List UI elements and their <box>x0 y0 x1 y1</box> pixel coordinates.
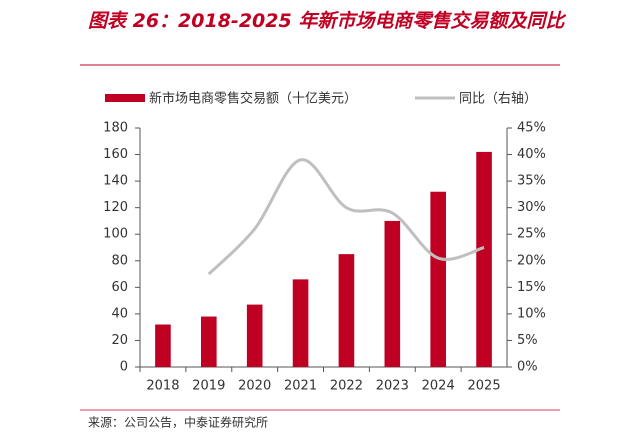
y2-tick-label: 40% <box>517 147 546 162</box>
line <box>207 158 485 276</box>
x-tick-label: 2024 <box>422 379 455 394</box>
x-tick-label: 2022 <box>330 379 363 394</box>
y2-tick-label: 30% <box>517 200 546 215</box>
x-tick-label: 2018 <box>146 379 179 394</box>
source: 来源：公司公告，中泰证券研究所 <box>88 415 268 430</box>
y-tick-label: 160 <box>103 147 128 162</box>
chart-title: 图表 26：2018-2025 年新市场电商零售交易额及同比 <box>88 10 565 32</box>
x-tick-label: 2021 <box>284 379 317 394</box>
x-tick-label: 2023 <box>376 379 409 394</box>
y-tick-label: 120 <box>103 200 128 215</box>
y2-tick-label: 10% <box>517 306 546 321</box>
y2-tick-label: 0% <box>517 360 538 375</box>
y2-tick-label: 25% <box>517 227 546 242</box>
y-tick-label: 40 <box>111 306 128 321</box>
bar <box>338 254 355 367</box>
y-tick-label: 0 <box>120 360 128 375</box>
bar <box>201 316 217 367</box>
bar <box>155 324 171 367</box>
bar <box>384 220 401 367</box>
legend-label: 新市场电商零售交易额（十亿美元） <box>149 91 357 107</box>
y-tick-label: 180 <box>103 121 128 136</box>
bar <box>430 191 446 367</box>
bar <box>476 151 492 367</box>
bar <box>292 279 309 367</box>
legend-swatch <box>105 94 145 102</box>
bar <box>246 304 263 367</box>
legend-label: 同比（右轴） <box>459 92 537 107</box>
y-tick-label: 140 <box>103 174 128 189</box>
y-tick-label: 20 <box>111 333 128 348</box>
y2-tick-label: 45% <box>517 121 546 136</box>
y2-tick-label: 5% <box>517 333 538 348</box>
y2-tick-label: 15% <box>517 280 546 295</box>
y2-tick-label: 20% <box>517 253 546 268</box>
x-tick-label: 2025 <box>468 379 501 394</box>
y-tick-label: 80 <box>111 253 128 268</box>
y-tick-label: 60 <box>111 280 128 295</box>
y-tick-label: 100 <box>103 227 128 242</box>
x-tick-label: 2019 <box>192 379 225 394</box>
y2-tick-label: 35% <box>517 174 546 189</box>
x-tick-label: 2020 <box>238 379 271 394</box>
